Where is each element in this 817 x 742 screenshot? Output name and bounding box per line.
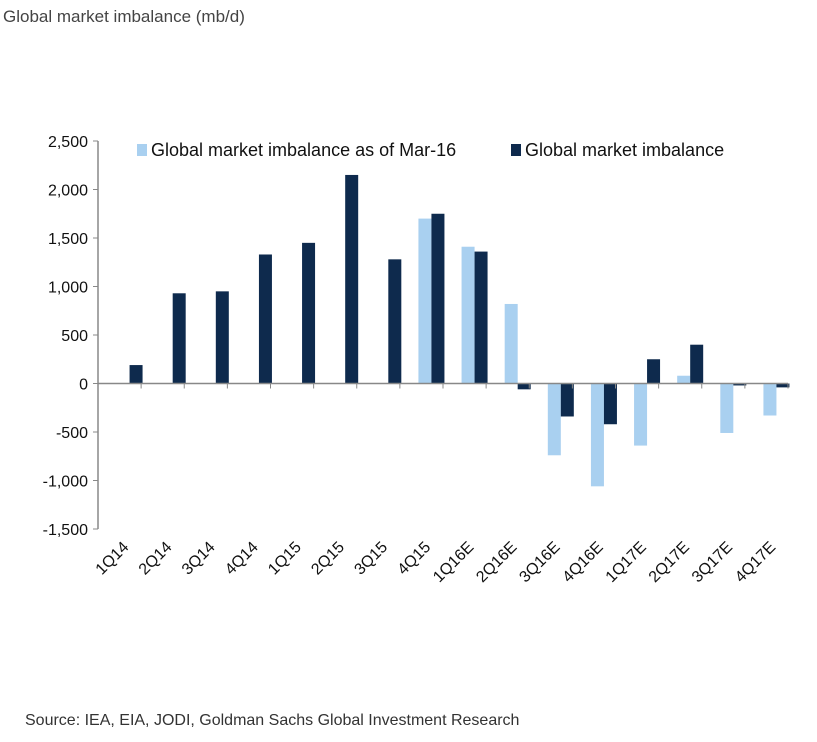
x-tick-label: 3Q16E — [516, 539, 563, 586]
y-tick-label: -500 — [56, 425, 88, 442]
x-tick-label: 1Q15 — [265, 539, 305, 579]
x-tick-label: 1Q17E — [603, 539, 650, 586]
x-tick-label: 1Q14 — [93, 539, 133, 579]
bar-mar16-1Q17E — [634, 383, 648, 446]
bar-current-4Q15 — [431, 213, 445, 384]
bar-chart: Global market imbalance as of Mar-16 Glo… — [43, 134, 790, 586]
x-tick-label: 2Q17E — [646, 539, 693, 586]
legend-swatch-dark — [511, 144, 521, 156]
y-tick-label: 0 — [79, 377, 88, 394]
y-tick-label: 1,000 — [48, 280, 88, 297]
y-tick-label: -1,000 — [43, 474, 88, 491]
bar-current-2Q17E — [690, 344, 704, 384]
y-tick-label: 2,000 — [48, 183, 88, 200]
chart-title: Global market imbalance (mb/d) — [3, 7, 245, 26]
x-tick-label: 4Q14 — [222, 539, 262, 579]
axes-group: 2,500 2,000 1,500 1,000 500 0 -500 -1,000 -1,500… — [43, 134, 789, 586]
y-tick-label: 500 — [61, 328, 88, 345]
legend-label-dark: Global market imbalance — [525, 140, 724, 160]
bar-mar16-4Q17E — [763, 383, 777, 416]
x-tick-label: 2Q16E — [473, 539, 520, 586]
bar-mar16-3Q16E — [547, 383, 561, 456]
bar-mar16-4Q16E — [590, 383, 604, 487]
x-tick-label: 2Q15 — [308, 539, 348, 579]
bar-mar16-2Q16E — [504, 303, 518, 384]
x-tick-label: 2Q14 — [136, 539, 176, 579]
x-tick-label: 4Q16E — [560, 539, 607, 586]
x-tick-label: 3Q17E — [689, 539, 736, 586]
bar-current-1Q14 — [129, 365, 143, 384]
bars-group — [129, 174, 790, 487]
x-tick-label: 3Q14 — [179, 539, 219, 579]
chart-legend: Global market imbalance as of Mar-16 Glo… — [137, 140, 724, 160]
bar-current-2Q14 — [172, 293, 186, 384]
y-tick-label: 1,500 — [48, 231, 88, 248]
y-tick-label: -1,500 — [43, 522, 88, 539]
bar-mar16-1Q16E — [461, 246, 475, 384]
bar-mar16-3Q17E — [720, 383, 734, 433]
x-tick-label: 1Q16E — [430, 539, 477, 586]
bar-current-3Q15 — [388, 259, 402, 384]
bar-mar16-2Q17E — [677, 375, 691, 384]
x-tick-label: 3Q15 — [351, 539, 391, 579]
bar-current-3Q16E — [560, 383, 574, 417]
bar-current-4Q16E — [603, 383, 617, 425]
x-tick-label: 4Q15 — [395, 539, 435, 579]
source-note: Source: IEA, EIA, JODI, Goldman Sachs Gl… — [25, 712, 520, 729]
bar-current-2Q15 — [345, 174, 359, 384]
bar-mar16-4Q15 — [418, 218, 432, 384]
legend-swatch-light — [137, 144, 147, 156]
bar-current-1Q17E — [647, 359, 661, 384]
bar-current-1Q16E — [474, 251, 488, 384]
legend-label-light: Global market imbalance as of Mar-16 — [151, 140, 456, 160]
bar-current-1Q15 — [302, 242, 316, 384]
bar-current-4Q17E — [776, 383, 790, 388]
bar-current-4Q14 — [258, 254, 272, 384]
bar-current-3Q14 — [215, 291, 229, 384]
bar-current-3Q17E — [733, 383, 747, 386]
x-tick-label: 4Q17E — [732, 539, 779, 586]
y-tick-label: 2,500 — [48, 134, 88, 151]
bar-current-2Q16E — [517, 383, 531, 390]
